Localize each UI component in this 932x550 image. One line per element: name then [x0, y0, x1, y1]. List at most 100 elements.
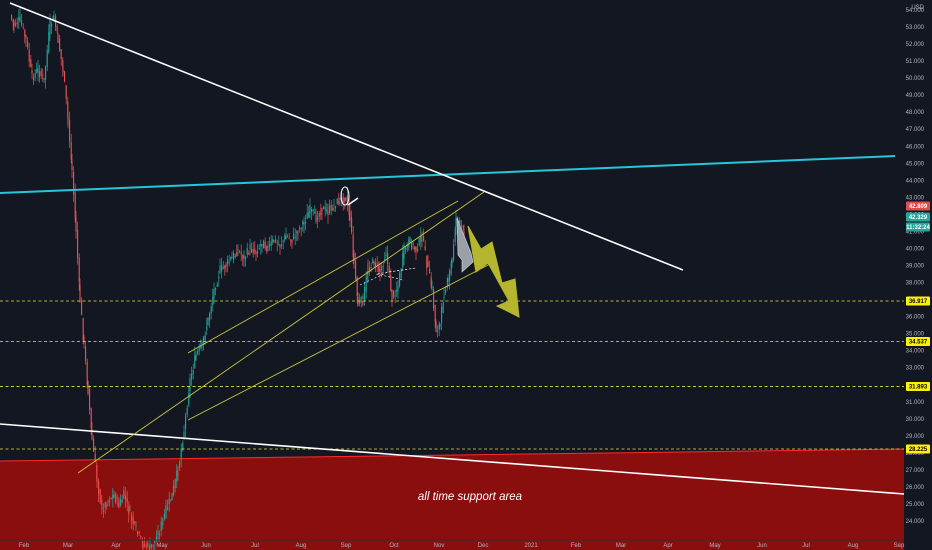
y-tick-label: 39.000: [906, 264, 925, 270]
support-annotation: all time support area: [418, 491, 522, 503]
price-tag: [906, 296, 930, 306]
x-tick-label: Jul: [802, 543, 810, 549]
x-tick-label: Nov: [434, 543, 445, 549]
candle: [185, 415, 187, 429]
candle: [151, 544, 153, 548]
candle: [173, 485, 175, 496]
candle: [379, 268, 381, 273]
candle: [195, 354, 197, 360]
support-zone: [0, 461, 904, 550]
y-tick-label: 48.000: [906, 110, 925, 116]
candle: [74, 192, 76, 218]
y-tick-label: 47.000: [906, 127, 925, 133]
candle: [113, 494, 115, 498]
candle: [24, 29, 26, 37]
candle: [412, 243, 414, 245]
candle: [57, 34, 59, 43]
candle: [112, 494, 114, 500]
candle: [430, 276, 432, 287]
candle: [260, 243, 262, 247]
cyan-trend-line: [0, 155, 896, 194]
candle: [415, 246, 417, 253]
x-tick-label: Sep: [341, 543, 352, 549]
candle: [288, 237, 290, 239]
candle: [345, 197, 347, 201]
candle: [53, 18, 55, 21]
candle: [449, 270, 451, 282]
candle: [225, 264, 227, 267]
candle: [378, 265, 380, 272]
candle: [18, 17, 20, 21]
candle: [417, 248, 419, 251]
x-tick-label: Sep: [894, 543, 905, 549]
candle: [87, 381, 89, 394]
y-tick-label: 25.000: [906, 502, 925, 508]
candle: [62, 60, 64, 69]
candle: [335, 206, 337, 208]
candle: [209, 313, 211, 321]
x-tick-label: Mar: [616, 543, 626, 549]
candle: [344, 197, 346, 202]
candle: [305, 222, 307, 224]
candle: [142, 544, 144, 549]
candle: [367, 271, 369, 281]
candle: [318, 213, 320, 217]
candle: [118, 503, 120, 505]
candle: [255, 251, 257, 255]
candle: [176, 470, 178, 482]
candle: [79, 284, 81, 302]
y-tick-label: 49.000: [906, 93, 925, 99]
candle: [409, 237, 411, 243]
candle: [397, 286, 399, 291]
y-tick-label: 33.000: [906, 366, 925, 372]
candle: [21, 20, 23, 25]
candle: [339, 197, 341, 200]
candle: [12, 19, 14, 23]
candle: [290, 239, 292, 241]
candle: [99, 489, 101, 503]
candle: [145, 545, 147, 548]
candle: [224, 265, 226, 269]
x-tick-label: Jun: [757, 543, 767, 549]
y-tick-label: 53.000: [906, 25, 925, 31]
candle: [302, 222, 304, 224]
candle: [321, 208, 323, 212]
candle: [362, 296, 364, 299]
candle: [81, 300, 83, 316]
candle: [303, 221, 305, 225]
candle: [83, 336, 85, 342]
candle: [174, 479, 176, 489]
candle: [177, 474, 179, 476]
candle: [257, 251, 259, 254]
candle: [315, 214, 317, 222]
candle: [317, 217, 319, 221]
y-tick-label: 36.000: [906, 315, 925, 321]
candle: [236, 252, 238, 257]
candle: [201, 340, 203, 346]
candle: [67, 101, 69, 118]
candle: [352, 234, 354, 258]
candle: [355, 260, 357, 280]
candle: [411, 242, 413, 249]
x-tick-label: Aug: [296, 543, 307, 549]
candle: [293, 233, 295, 240]
candle: [25, 35, 27, 39]
candle: [186, 407, 188, 415]
candle: [333, 204, 335, 206]
candle: [308, 211, 310, 218]
candle: [159, 533, 161, 535]
candle: [198, 346, 200, 352]
candle: [429, 268, 431, 274]
candle: [399, 273, 401, 287]
candle: [312, 209, 314, 212]
candle: [327, 212, 329, 216]
y-tick-label: 44.000: [906, 178, 925, 184]
candle: [149, 544, 151, 548]
candle: [242, 255, 244, 260]
candle: [128, 506, 130, 515]
candle: [11, 15, 13, 19]
x-tick-label: Oct: [389, 543, 399, 549]
candle: [134, 521, 136, 523]
